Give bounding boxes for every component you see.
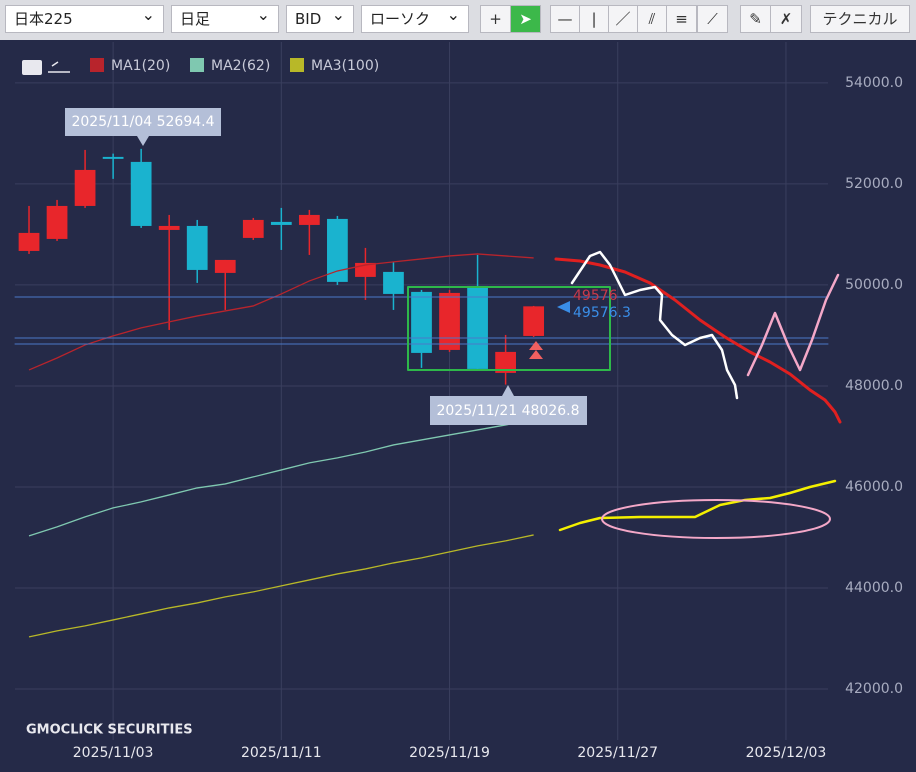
freehand-red [554,257,842,424]
timeframe-select[interactable]: 日足 [171,2,279,33]
tooltip-pointer [137,136,149,146]
candle-body [383,271,404,294]
candle-body [242,219,264,238]
grid: 42000.0 44000.0 46000.0 48000.0 50000.0 52000… [15,42,903,761]
y-tick-label: 50000.0 [845,277,903,293]
technical-button[interactable]: テクニカル [810,5,910,33]
candle-body [495,351,516,373]
tooltips: 2025/11/04 52694.4 2025/11/21 48026.8 49… [65,108,631,425]
candle-body [186,225,208,270]
moving-average [28,253,534,371]
candle-body [523,306,545,336]
plot [18,148,545,638]
moving-average [28,419,534,537]
signal-arrow [529,341,543,359]
legend-swatch [190,58,204,72]
x-tick-label: 2025/11/27 [577,745,658,761]
channel-button[interactable]: ⫽ [637,5,667,33]
visibility-icon[interactable] [48,61,70,73]
erase-all-button[interactable]: ✗ [770,5,802,33]
ellipse-drawing [601,499,831,539]
symbol-select[interactable]: 日本225 [5,2,164,33]
last-price-label: 49576.3 [573,305,631,321]
legend: MA1(20) MA2(62) MA3(100) [22,58,379,75]
tooltip-pointer [502,385,514,396]
y-tick-label: 52000.0 [845,176,903,192]
legend-swatch [290,58,304,72]
legend-label: MA1(20) [111,58,170,74]
y-tick-label: 46000.0 [845,479,903,495]
y-tick-label: 54000.0 [845,75,903,91]
candle-body [102,156,124,159]
fibo-fan-button[interactable]: ⟋ [697,5,728,33]
candle-body [270,221,292,225]
tooltip-text: 2025/11/04 52694.4 [71,114,214,130]
comment-icon[interactable] [22,60,42,75]
freehand-white [570,250,739,400]
candle-body [158,225,180,230]
tooltip-text: 2025/11/21 48026.8 [436,403,579,419]
freehand-yellow [558,479,837,532]
legend-label: MA3(100) [311,58,379,74]
candle-body [46,205,68,239]
price-type-select[interactable]: BID [286,2,354,33]
x-tick-label: 2025/11/03 [73,745,154,761]
tooltip-box [430,396,587,425]
candle-body [18,232,40,251]
box-drawing [407,286,611,371]
trendline-button[interactable]: ／ [608,5,638,33]
bid-price-label: 49576 [573,288,618,304]
x-tick-label: 2025/12/03 [746,745,827,761]
candle-body [130,161,152,226]
moving-average [28,534,534,638]
candle-body [298,214,320,225]
vline-button[interactable]: | [579,5,609,33]
crosshair-button[interactable]: + [480,5,511,33]
legend-label: MA2(62) [211,58,270,74]
chart-style-select[interactable]: ローソク [361,2,469,33]
freehand-pink [746,273,840,377]
hline-button[interactable]: — [550,5,580,33]
tooltip-box [65,108,221,136]
x-tick-label: 2025/11/19 [409,745,490,761]
candle-body [74,169,96,206]
candle-body [439,292,460,350]
y-tick-label: 44000.0 [845,580,903,596]
price-pointer [557,301,570,313]
legend-swatch [90,58,104,72]
toolbar: 日本225 日足 BID ローソク + ➤ — | ／ ⫽ ≡ ⟋ ✎ ✗ テク… [0,0,916,40]
candle-body [467,285,488,369]
pointer-button[interactable]: ➤ [510,5,541,33]
logo: GMOCLICK SECURITIES [26,723,193,738]
candle-body [327,218,348,282]
y-tick-label: 48000.0 [845,378,903,394]
x-tick-label: 2025/11/11 [241,745,322,761]
drawings [14,250,842,539]
eraser-button[interactable]: ✎ [740,5,771,33]
fibo-button[interactable]: ≡ [666,5,697,33]
y-tick-label: 42000.0 [845,681,903,697]
candle-body [214,259,236,273]
